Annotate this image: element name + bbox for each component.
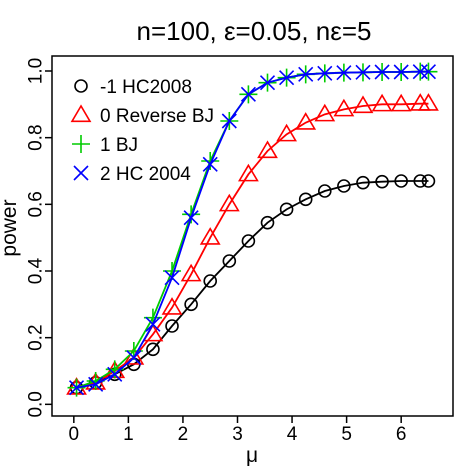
data-point: [259, 75, 276, 91]
data-point: [126, 350, 142, 366]
data-point: [183, 210, 199, 226]
y-tick-label: 0.6: [26, 191, 47, 217]
data-point: [314, 103, 336, 122]
data-point: [371, 93, 393, 112]
series-line: [76, 70, 429, 389]
y-tick-label: 0.0: [26, 391, 47, 417]
data-point: [145, 316, 161, 332]
data-point: [257, 140, 278, 159]
series-3: [68, 64, 437, 396]
legend-label: 1 BJ: [100, 135, 138, 156]
data-point: [333, 98, 355, 117]
data-point: [390, 93, 412, 112]
data-point: [218, 193, 240, 212]
data-point: [420, 64, 437, 80]
data-point: [184, 297, 198, 312]
data-point: [418, 93, 439, 111]
data-point: [412, 64, 428, 80]
series-layer: [66, 62, 439, 397]
series-0: [69, 174, 436, 395]
data-point: [317, 184, 332, 198]
x-tick-label: 6: [396, 424, 407, 445]
data-point: [413, 174, 428, 188]
data-point: [161, 297, 183, 315]
y-tick-label: 0.4: [26, 257, 47, 284]
data-point: [199, 227, 221, 245]
data-point: [146, 342, 160, 357]
data-point: [352, 95, 374, 114]
data-point: [295, 112, 317, 130]
data-point: [421, 174, 436, 188]
data-point: [393, 64, 409, 80]
data-point: [355, 64, 371, 80]
data-point: [374, 64, 390, 80]
data-point: [165, 319, 179, 333]
data-point: [203, 274, 218, 288]
x-axis: 0 1 2 3 4 5 6: [69, 416, 407, 445]
x-tick-label: 3: [232, 424, 243, 445]
y-tick-label: 1.0: [26, 58, 47, 84]
y-tick-label: 0.8: [26, 124, 47, 150]
legend-marker: [74, 79, 88, 93]
data-point: [238, 163, 259, 182]
data-point: [68, 380, 85, 396]
y-axis-label: power: [0, 199, 21, 256]
legend-marker: [72, 135, 90, 153]
x-tick-label: 0: [69, 424, 80, 445]
data-point: [201, 152, 220, 170]
data-point: [337, 179, 351, 193]
data-point: [279, 202, 294, 217]
data-point: [356, 175, 370, 190]
x-tick-label: 2: [178, 424, 189, 445]
data-point: [394, 174, 408, 188]
data-point: [221, 113, 237, 129]
data-point: [180, 263, 202, 282]
data-point: [279, 70, 295, 86]
legend-label: 2 HC 2004: [100, 164, 191, 185]
x-tick-label: 4: [287, 424, 298, 445]
x-tick-label: 1: [123, 424, 134, 445]
data-point: [88, 376, 104, 392]
plot-frame: [51, 55, 454, 417]
data-point: [240, 86, 256, 102]
data-point: [222, 254, 237, 268]
legend-label: 0 Reverse BJ: [100, 106, 214, 127]
data-point: [107, 366, 123, 382]
data-point: [164, 270, 180, 286]
chart-title: n=100, ε=0.05, nε=5: [137, 16, 372, 46]
legend-marker: [70, 104, 92, 123]
data-point: [298, 192, 313, 207]
y-tick-label: 0.2: [26, 324, 47, 350]
data-point: [317, 65, 333, 81]
legend: -1 HC2008 0 Reverse BJ 1 BJ 2 HC 2004: [70, 77, 214, 185]
data-point: [298, 66, 314, 82]
data-point: [276, 123, 297, 142]
legend-marker: [73, 165, 89, 181]
legend-label: -1 HC2008: [100, 77, 192, 98]
x-axis-label: μ: [246, 444, 258, 467]
y-axis: 0.0 0.2 0.4 0.6 0.8 1.0: [26, 58, 52, 418]
data-point: [260, 215, 275, 230]
data-point: [202, 156, 218, 172]
x-tick-label: 5: [341, 424, 352, 445]
data-point: [241, 234, 256, 248]
data-point: [336, 65, 352, 81]
data-point: [375, 174, 389, 189]
